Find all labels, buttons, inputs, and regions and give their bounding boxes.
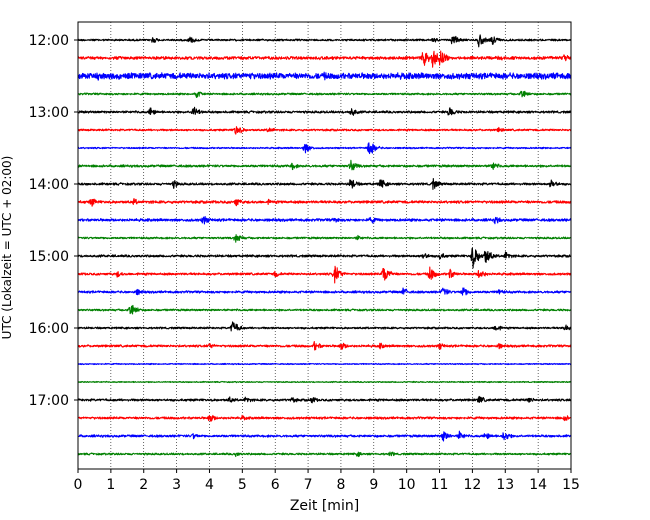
trace-line bbox=[77, 287, 572, 296]
x-tick-label: 9 bbox=[369, 477, 378, 493]
x-axis-label: Zeit [min] bbox=[290, 498, 359, 514]
grid-lines bbox=[110, 22, 539, 469]
x-tick-label: 0 bbox=[74, 477, 83, 493]
trace-line bbox=[77, 362, 572, 366]
x-tick-label: 12 bbox=[463, 477, 481, 493]
x-tick-label: 4 bbox=[205, 477, 214, 493]
trace-line bbox=[77, 340, 572, 351]
trace-line bbox=[77, 178, 572, 190]
trace-line bbox=[77, 90, 572, 98]
trace-line bbox=[77, 215, 572, 225]
trace-line bbox=[77, 50, 572, 68]
x-tick-label: 3 bbox=[172, 477, 181, 493]
y-tick-label: 14:00 bbox=[29, 177, 69, 193]
y-axis: 12:00 13:00 14:00 15:00 16:00 17:00 bbox=[29, 33, 78, 409]
trace-line bbox=[77, 414, 572, 422]
y-tick-label: 16:00 bbox=[29, 321, 69, 337]
y-tick-label: 12:00 bbox=[29, 33, 69, 49]
y-tick-label: 15:00 bbox=[29, 249, 69, 265]
trace-line bbox=[77, 451, 572, 458]
x-tick-label: 5 bbox=[238, 477, 247, 493]
trace-line bbox=[77, 159, 572, 171]
trace-line bbox=[77, 430, 572, 442]
x-axis: 0 1 2 3 4 5 6 7 8 9 10 11 12 13 14 15 bbox=[74, 469, 580, 493]
x-tick-label: 2 bbox=[139, 477, 148, 493]
trace-line bbox=[77, 247, 572, 269]
plot-frame bbox=[77, 21, 572, 470]
x-tick-label: 11 bbox=[431, 477, 449, 493]
y-axis-label: UTC (Lokalzeit = UTC + 02:00) bbox=[0, 156, 14, 340]
trace-line bbox=[77, 234, 572, 243]
x-tick-label: 10 bbox=[398, 477, 416, 493]
trace-line bbox=[77, 321, 572, 332]
trace-line bbox=[77, 106, 572, 116]
trace-line bbox=[77, 265, 572, 284]
trace-line bbox=[77, 126, 572, 135]
trace-line bbox=[77, 71, 572, 81]
trace-line bbox=[77, 142, 572, 155]
trace-line bbox=[77, 198, 572, 207]
x-tick-label: 15 bbox=[562, 477, 580, 493]
y-tick-label: 17:00 bbox=[29, 393, 69, 409]
seismic-traces bbox=[77, 34, 572, 458]
y-tick-label: 13:00 bbox=[29, 105, 69, 121]
trace-line bbox=[77, 395, 572, 404]
trace-line bbox=[77, 304, 572, 315]
x-tick-label: 14 bbox=[529, 477, 547, 493]
x-tick-label: 6 bbox=[271, 477, 280, 493]
x-tick-label: 13 bbox=[496, 477, 514, 493]
trace-line bbox=[77, 34, 572, 48]
x-tick-label: 7 bbox=[304, 477, 313, 493]
x-tick-label: 1 bbox=[106, 477, 115, 493]
x-tick-label: 8 bbox=[336, 477, 345, 493]
trace-line bbox=[77, 380, 572, 384]
